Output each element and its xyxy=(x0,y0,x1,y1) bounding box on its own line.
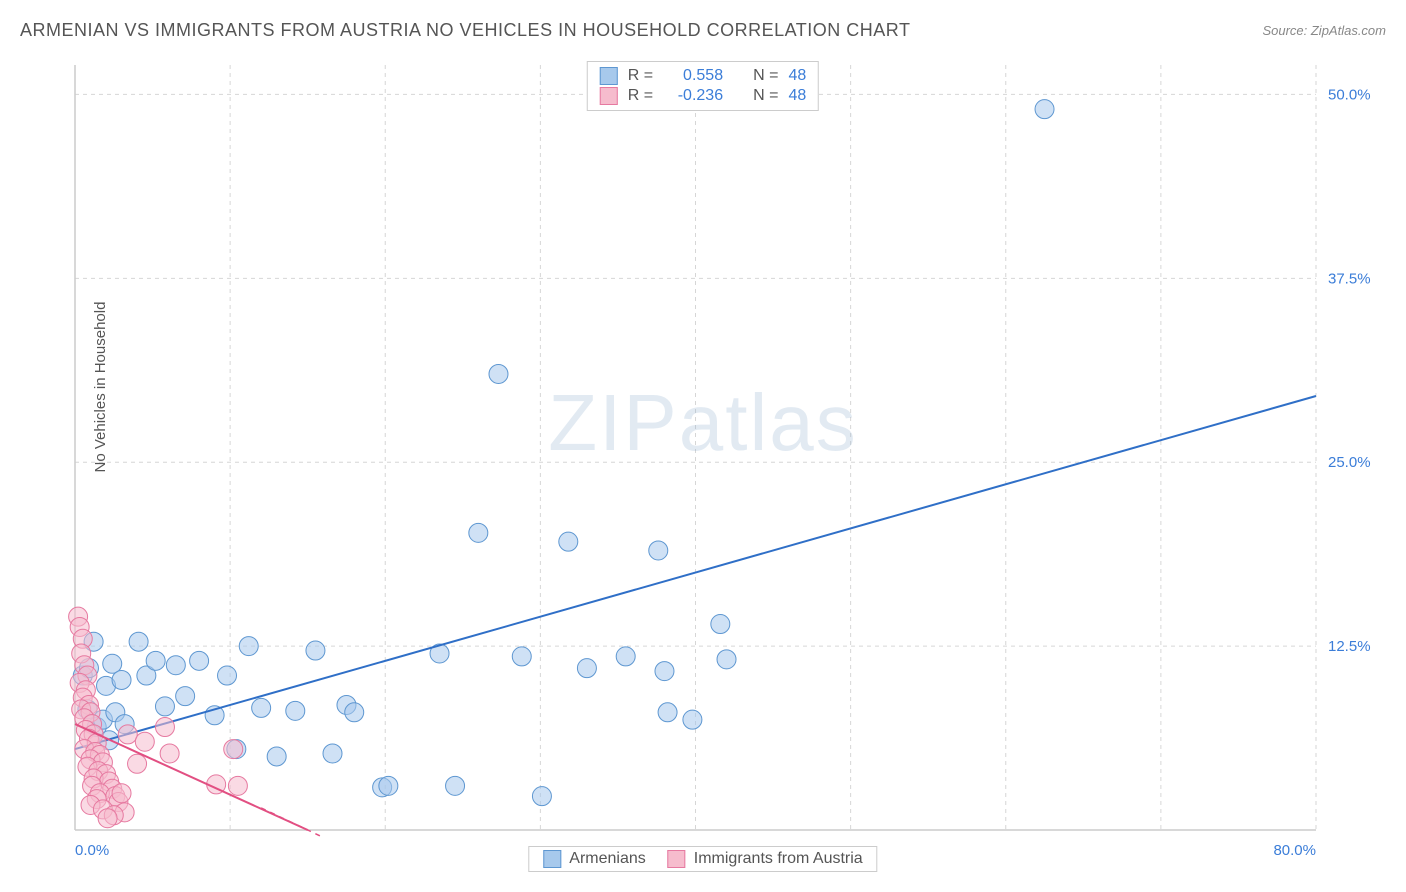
data-point-blue xyxy=(649,541,668,560)
stat-n-value: 48 xyxy=(788,87,806,105)
stat-n-value: 48 xyxy=(788,67,806,85)
stat-r-value: 0.558 xyxy=(663,67,723,85)
data-point-blue xyxy=(267,747,286,766)
data-point-pink xyxy=(98,809,117,828)
data-point-blue xyxy=(286,701,305,720)
legend-label: Immigrants from Austria xyxy=(694,850,863,868)
swatch-blue xyxy=(600,67,618,85)
stat-r-label: R = xyxy=(628,87,653,105)
data-point-blue xyxy=(512,647,531,666)
data-point-pink xyxy=(112,784,131,803)
data-point-blue xyxy=(176,687,195,706)
data-point-blue xyxy=(532,787,551,806)
data-point-pink xyxy=(135,732,154,751)
data-point-blue xyxy=(112,670,131,689)
source-prefix: Source: xyxy=(1262,23,1310,38)
y-tick-label: 37.5% xyxy=(1328,270,1371,287)
y-axis-label: No Vehicles in Household xyxy=(92,301,109,472)
data-point-pink xyxy=(118,725,137,744)
stat-n-label: N = xyxy=(753,87,778,105)
legend-swatch-blue xyxy=(543,850,561,868)
stat-r-label: R = xyxy=(628,67,653,85)
data-point-blue xyxy=(655,662,674,681)
data-point-blue xyxy=(469,523,488,542)
stat-n-label: N = xyxy=(753,67,778,85)
data-point-blue xyxy=(306,641,325,660)
data-point-blue xyxy=(129,632,148,651)
chart-container: No Vehicles in Household ZIPatlas 12.5%2… xyxy=(20,55,1386,872)
data-point-pink xyxy=(128,754,147,773)
data-point-blue xyxy=(239,637,258,656)
stat-r-value: -0.236 xyxy=(663,87,723,105)
scatter-chart: 12.5% 25.0% 37.5% 50.0% 0.0% 80.0% xyxy=(20,55,1386,872)
x-tick-label: 80.0% xyxy=(1273,842,1316,859)
data-point-blue xyxy=(717,650,736,669)
data-point-blue xyxy=(218,666,237,685)
data-point-blue xyxy=(190,651,209,670)
data-point-blue xyxy=(616,647,635,666)
data-point-pink xyxy=(228,776,247,795)
legend-swatch-pink xyxy=(668,850,686,868)
legend-item: Armenians xyxy=(543,850,645,868)
data-point-blue xyxy=(379,776,398,795)
source-name: ZipAtlas.com xyxy=(1311,23,1386,38)
y-tick-label: 25.0% xyxy=(1328,454,1371,471)
data-point-blue xyxy=(1035,100,1054,119)
stats-box: R = 0.558 N = 48 R = -0.236 N = 48 xyxy=(587,61,819,111)
data-point-blue xyxy=(146,651,165,670)
x-tick-label: 0.0% xyxy=(75,842,109,859)
data-point-blue xyxy=(658,703,677,722)
data-point-blue xyxy=(252,698,271,717)
data-point-blue xyxy=(166,656,185,675)
data-point-pink xyxy=(224,740,243,759)
data-point-blue xyxy=(155,697,174,716)
y-tick-label: 12.5% xyxy=(1328,638,1371,655)
legend-item: Immigrants from Austria xyxy=(668,850,863,868)
legend-label: Armenians xyxy=(569,850,645,868)
chart-title: ARMENIAN VS IMMIGRANTS FROM AUSTRIA NO V… xyxy=(20,20,910,41)
trendline-dash-pink xyxy=(261,808,323,837)
y-tick-label: 50.0% xyxy=(1328,86,1371,103)
stats-row: R = 0.558 N = 48 xyxy=(600,66,806,86)
data-point-blue xyxy=(345,703,364,722)
data-point-blue xyxy=(323,744,342,763)
data-point-blue xyxy=(559,532,578,551)
source-attribution: Source: ZipAtlas.com xyxy=(1262,23,1386,38)
stats-row: R = -0.236 N = 48 xyxy=(600,86,806,106)
legend-box: Armenians Immigrants from Austria xyxy=(528,846,877,872)
trendline-blue xyxy=(75,396,1316,749)
data-point-blue xyxy=(577,659,596,678)
data-point-blue xyxy=(489,364,508,383)
title-bar: ARMENIAN VS IMMIGRANTS FROM AUSTRIA NO V… xyxy=(20,20,1386,41)
data-point-pink xyxy=(160,744,179,763)
data-point-blue xyxy=(446,776,465,795)
data-point-pink xyxy=(155,718,174,737)
swatch-pink xyxy=(600,87,618,105)
data-point-blue xyxy=(683,710,702,729)
data-point-blue xyxy=(711,615,730,634)
